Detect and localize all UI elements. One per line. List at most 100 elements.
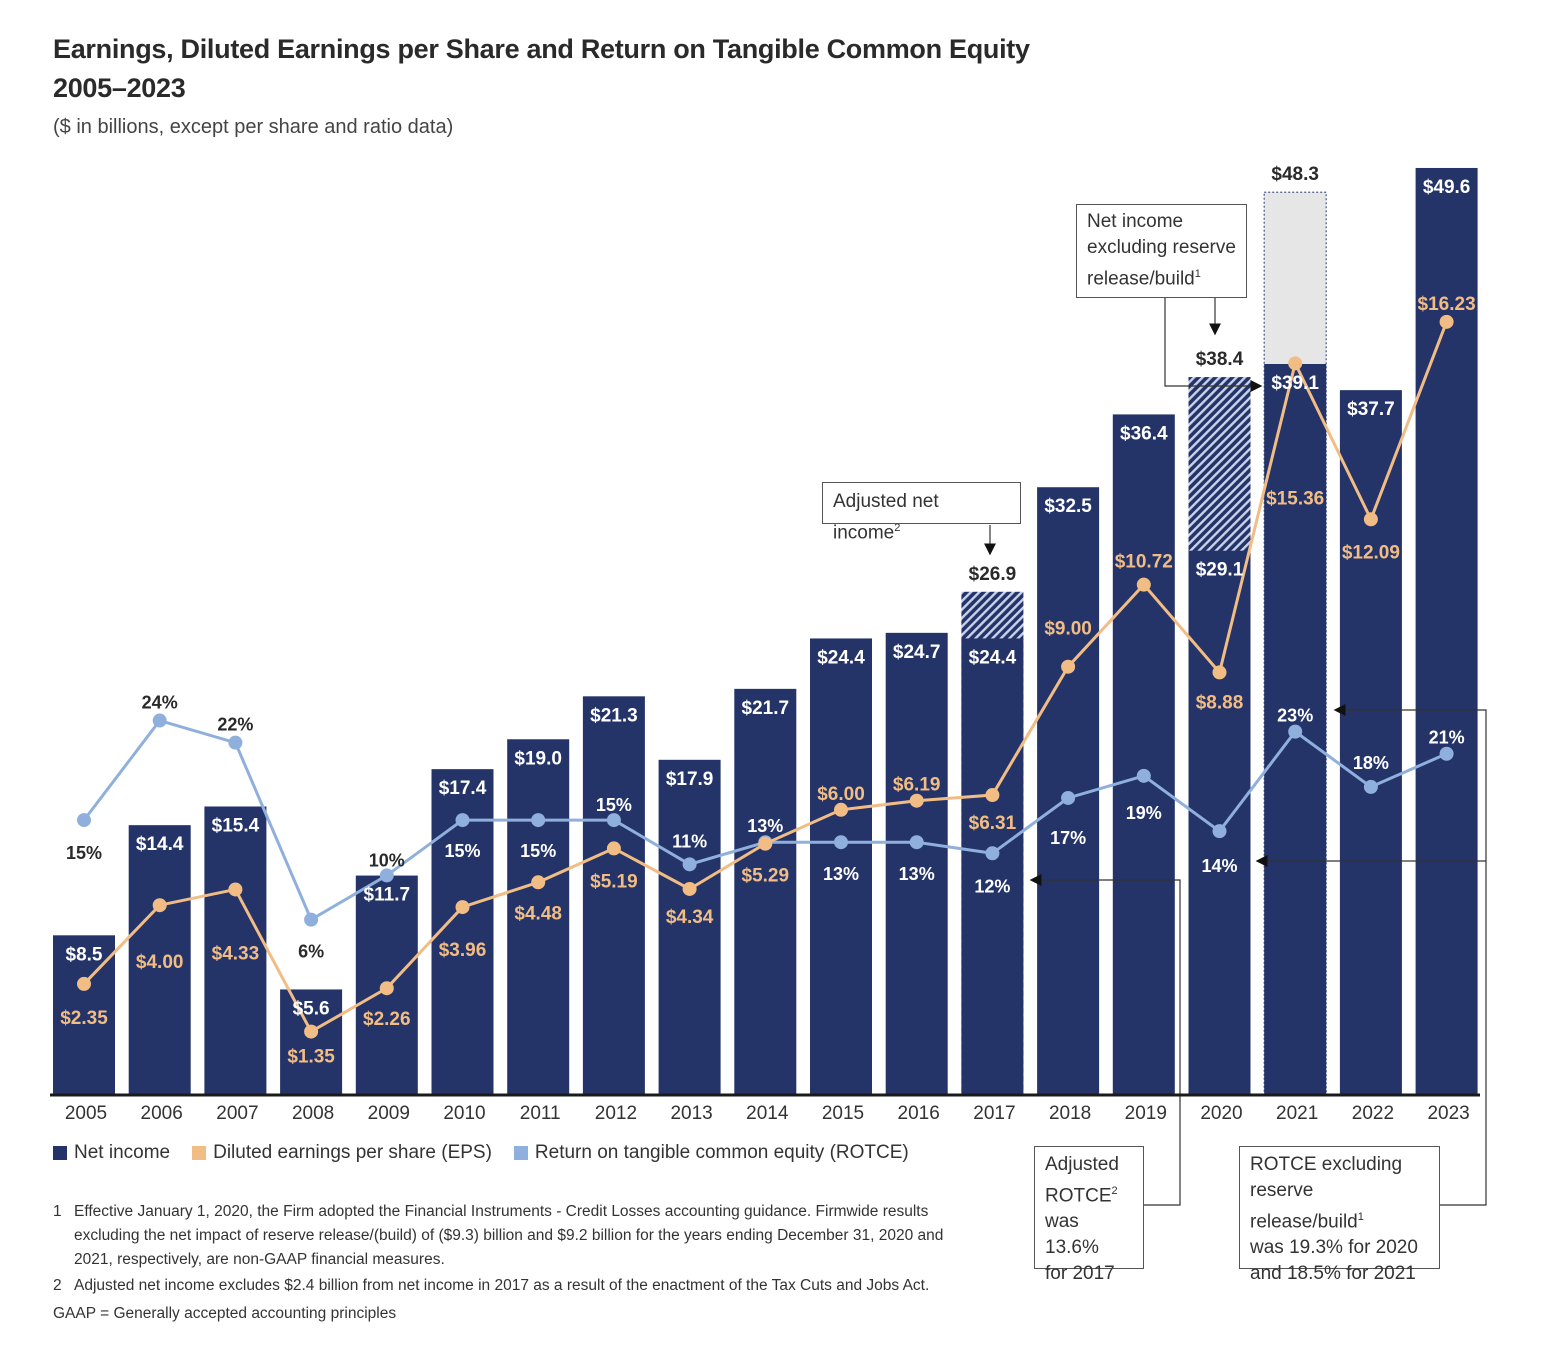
eps-point-2018 [1061, 659, 1076, 674]
bar-label-2020: $29.1 [1196, 560, 1244, 581]
bar-net-income-2006 [128, 825, 191, 1094]
rotce-point-2013 [682, 857, 697, 872]
eps-point-2016 [909, 793, 924, 808]
bar-net-income-2020 [1188, 550, 1251, 1094]
rotce-point-2011 [531, 813, 546, 828]
eps-label-2005: $2.35 [60, 1008, 108, 1029]
eps-point-2011 [531, 875, 546, 890]
rotce-label-2015: 13% [823, 864, 859, 884]
eps-point-2005 [77, 976, 91, 991]
eps-point-2023 [1439, 314, 1454, 329]
eps-point-2010 [455, 900, 470, 915]
eps-point-2019 [1136, 577, 1151, 592]
bar-label-2005: $8.5 [66, 944, 103, 965]
eps-point-2013 [682, 881, 697, 896]
rotce-point-2008 [304, 912, 319, 927]
rotce-label-2014: 13% [747, 816, 783, 836]
eps-point-2020 [1212, 665, 1227, 680]
eps-point-2009 [379, 981, 394, 996]
rotce-label-2016: 13% [899, 864, 935, 884]
rotce-point-2005 [77, 813, 91, 828]
bar-label-2010: $17.4 [439, 778, 487, 799]
x-tick-2022: 2022 [1352, 1103, 1394, 1124]
x-tick-2009: 2009 [368, 1103, 410, 1124]
x-tick-2016: 2016 [898, 1103, 940, 1124]
leader-rotce-excl-2021 [1333, 704, 1487, 1206]
eps-label-2023: $16.23 [1418, 294, 1476, 315]
eps-label-2022: $12.09 [1342, 542, 1400, 563]
legend-item-rotce: Return on tangible common equity (ROTCE) [513, 1142, 909, 1164]
bar-net-income-2013 [658, 759, 721, 1094]
rotce-label-2018: 17% [1050, 828, 1086, 848]
x-tick-2018: 2018 [1049, 1103, 1091, 1124]
x-tick-2011: 2011 [520, 1103, 561, 1124]
bar-net-income-2022 [1339, 390, 1402, 1094]
rotce-point-2007 [228, 735, 243, 750]
x-tick-2010: 2010 [443, 1103, 485, 1124]
bar-net-income-2015 [810, 638, 872, 1094]
bar-net-income-2017 [961, 638, 1024, 1094]
bar-label-2022: $37.7 [1347, 399, 1395, 420]
rotce-point-2023 [1439, 746, 1454, 761]
eps-label-2008: $1.35 [287, 1047, 335, 1068]
rotce-point-2022 [1363, 779, 1378, 794]
x-tick-2020: 2020 [1200, 1103, 1242, 1124]
rotce-label-2013: 11% [672, 831, 707, 851]
rotce-point-2015 [834, 835, 848, 850]
eps-label-2006: $4.00 [136, 952, 184, 973]
chart-title: Earnings, Diluted Earnings per Share and… [53, 30, 1030, 108]
rotce-label-2005: 15% [66, 843, 102, 863]
eps-label-2016: $6.19 [893, 775, 941, 796]
legend-item-net-income: Net income [53, 1142, 170, 1164]
eps-label-2021: $15.36 [1266, 488, 1324, 509]
chart-title-line1: Earnings, Diluted Earnings per Share and… [53, 34, 1030, 64]
rotce-label-2022: 18% [1353, 753, 1389, 773]
x-tick-2013: 2013 [670, 1103, 712, 1124]
eps-label-2009: $2.26 [363, 1009, 411, 1030]
x-tick-2015: 2015 [822, 1103, 864, 1124]
bar-net-income-2019 [1112, 414, 1175, 1094]
eps-point-2022 [1363, 512, 1378, 527]
rotce-label-2006: 24% [142, 693, 178, 713]
rotce-point-2009 [379, 868, 394, 883]
bar-net-income-2007 [204, 806, 267, 1094]
bar-label-2011: $19.0 [514, 748, 562, 769]
rotce-label-2023: 21% [1429, 728, 1465, 748]
rotce-point-2020 [1212, 824, 1227, 839]
bar-net-income-2016 [885, 632, 948, 1094]
bar-label-2015: $24.4 [817, 647, 865, 668]
bar-label-2007: $15.4 [212, 815, 260, 836]
x-tick-2005: 2005 [65, 1103, 107, 1124]
legend-item-eps: Diluted earnings per share (EPS) [192, 1142, 492, 1164]
footnotes: 1 Effective January 1, 2020, the Firm ad… [53, 1200, 953, 1326]
eps-point-2008 [304, 1024, 319, 1039]
eps-label-2012: $5.19 [590, 871, 638, 892]
bar-label-2021: $39.1 [1271, 373, 1319, 394]
adjusted-bar-label-2021: $48.3 [1271, 164, 1319, 185]
legend-swatch-rotce [513, 1146, 528, 1160]
rotce-point-2019 [1136, 768, 1151, 783]
leader-net-income-excl-2021 [1164, 298, 1263, 392]
rotce-label-2007: 22% [217, 715, 253, 735]
bar-label-2017: $24.4 [969, 647, 1017, 668]
callout-adjusted-net-income: Adjusted net income2 [822, 482, 1021, 543]
callout-leaders-layer [984, 298, 1487, 1206]
rotce-label-2012: 15% [596, 795, 632, 815]
gaap-note: GAAP = Generally accepted accounting pri… [53, 1305, 397, 1322]
eps-label-2017: $6.31 [969, 813, 1017, 834]
bar-label-2013: $17.9 [666, 769, 714, 790]
rotce-label-2020: 14% [1201, 856, 1237, 876]
bar-label-2014: $21.7 [742, 698, 790, 719]
x-tick-2023: 2023 [1427, 1103, 1469, 1124]
eps-point-2012 [606, 841, 621, 856]
rotce-point-2021 [1288, 724, 1303, 739]
bar-label-2012: $21.3 [590, 705, 638, 726]
chart-legend: Net income Diluted earnings per share (E… [53, 1142, 909, 1164]
eps-label-2010: $3.96 [439, 940, 487, 961]
chart-subtitle: ($ in billions, except per share and rat… [53, 116, 454, 138]
eps-point-2006 [152, 898, 167, 913]
eps-label-2014: $5.29 [742, 866, 790, 887]
eps-label-2011: $4.48 [514, 903, 562, 924]
x-tick-2012: 2012 [595, 1103, 637, 1124]
